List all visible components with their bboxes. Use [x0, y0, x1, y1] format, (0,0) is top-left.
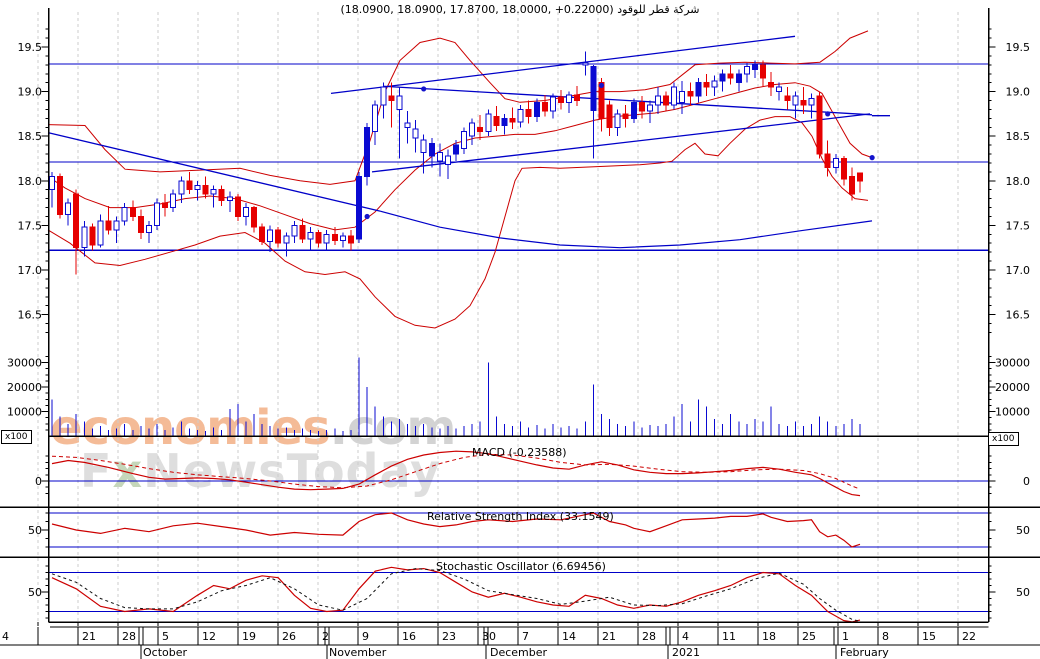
svg-text:19.5: 19.5: [18, 41, 43, 54]
svg-text:20000: 20000: [7, 381, 42, 394]
svg-text:November: November: [329, 646, 387, 659]
svg-text:22: 22: [962, 630, 976, 643]
svg-text:16.5: 16.5: [18, 309, 43, 322]
svg-text:28: 28: [642, 630, 656, 643]
svg-text:21: 21: [602, 630, 616, 643]
date-axis: 4212851219262916233071421284111825181522…: [0, 622, 1040, 659]
rsi-curve: [51, 512, 861, 548]
svg-text:10000: 10000: [7, 406, 42, 419]
volume-scale-note-right: x100: [988, 432, 1019, 446]
svg-text:18.5: 18.5: [18, 130, 43, 143]
svg-text:1: 1: [842, 630, 849, 643]
svg-text:5: 5: [162, 630, 169, 643]
svg-text:30: 30: [482, 630, 496, 643]
stochastic-label: Stochastic Oscillator (6.69456): [436, 560, 606, 573]
svg-text:28: 28: [122, 630, 136, 643]
macd-label: MACD (-0.23588): [472, 446, 567, 459]
svg-text:October: October: [143, 646, 187, 659]
svg-text:17.0: 17.0: [1006, 264, 1031, 277]
svg-text:16: 16: [402, 630, 416, 643]
svg-text:December: December: [490, 646, 548, 659]
svg-text:18.0: 18.0: [1006, 175, 1031, 188]
volume-scale-note-left: x100: [1, 430, 32, 444]
svg-text:12: 12: [202, 630, 216, 643]
svg-text:50: 50: [28, 524, 42, 537]
sar-dots: [364, 82, 875, 220]
svg-text:18.5: 18.5: [1006, 130, 1031, 143]
rsi-label: Relative Strength Index (33.1549): [427, 510, 614, 523]
svg-text:17.5: 17.5: [18, 219, 43, 232]
level-lines: [48, 63, 989, 613]
svg-text:19.0: 19.0: [18, 86, 43, 99]
svg-text:0: 0: [1023, 475, 1030, 488]
svg-text:50: 50: [1016, 524, 1030, 537]
svg-text:February: February: [840, 646, 889, 659]
svg-text:10000: 10000: [995, 406, 1030, 419]
axes: 19.5 19.5 19.0 19.0 18.5 18.5 18.0 18.0 17.5 17.5…: [7, 8, 1030, 622]
svg-text:11: 11: [722, 630, 736, 643]
svg-text:21: 21: [82, 630, 96, 643]
svg-text:17.0: 17.0: [18, 264, 43, 277]
chart-title: (18.0900, 18.0900, 17.8700, 18.0000, +0.…: [340, 3, 700, 16]
svg-text:19.0: 19.0: [1006, 86, 1031, 99]
macd-curves: [51, 450, 861, 497]
svg-text:26: 26: [282, 630, 296, 643]
svg-text:15: 15: [922, 630, 936, 643]
svg-text:18.0: 18.0: [18, 175, 43, 188]
svg-text:8: 8: [882, 630, 889, 643]
svg-text:18: 18: [762, 630, 776, 643]
svg-text:50: 50: [1016, 586, 1030, 599]
svg-text:19.5: 19.5: [1006, 41, 1031, 54]
svg-text:23: 23: [442, 630, 456, 643]
candles: [49, 51, 863, 275]
svg-text:7: 7: [522, 630, 529, 643]
svg-text:20000: 20000: [995, 381, 1030, 394]
svg-text:2021: 2021: [672, 646, 700, 659]
svg-text:17.5: 17.5: [1006, 219, 1031, 232]
svg-text:30000: 30000: [7, 357, 42, 370]
volume-bars: [48, 357, 989, 437]
svg-text:4: 4: [682, 630, 689, 643]
svg-text:50: 50: [28, 586, 42, 599]
svg-text:14: 14: [562, 630, 576, 643]
stochastic-curves: [51, 566, 861, 623]
svg-text:25: 25: [802, 630, 816, 643]
svg-text:4: 4: [2, 630, 9, 643]
svg-text:16.5: 16.5: [1006, 309, 1031, 322]
svg-text:0: 0: [35, 475, 42, 488]
svg-text:19: 19: [242, 630, 256, 643]
svg-text:9: 9: [362, 630, 369, 643]
svg-text:30000: 30000: [995, 357, 1030, 370]
